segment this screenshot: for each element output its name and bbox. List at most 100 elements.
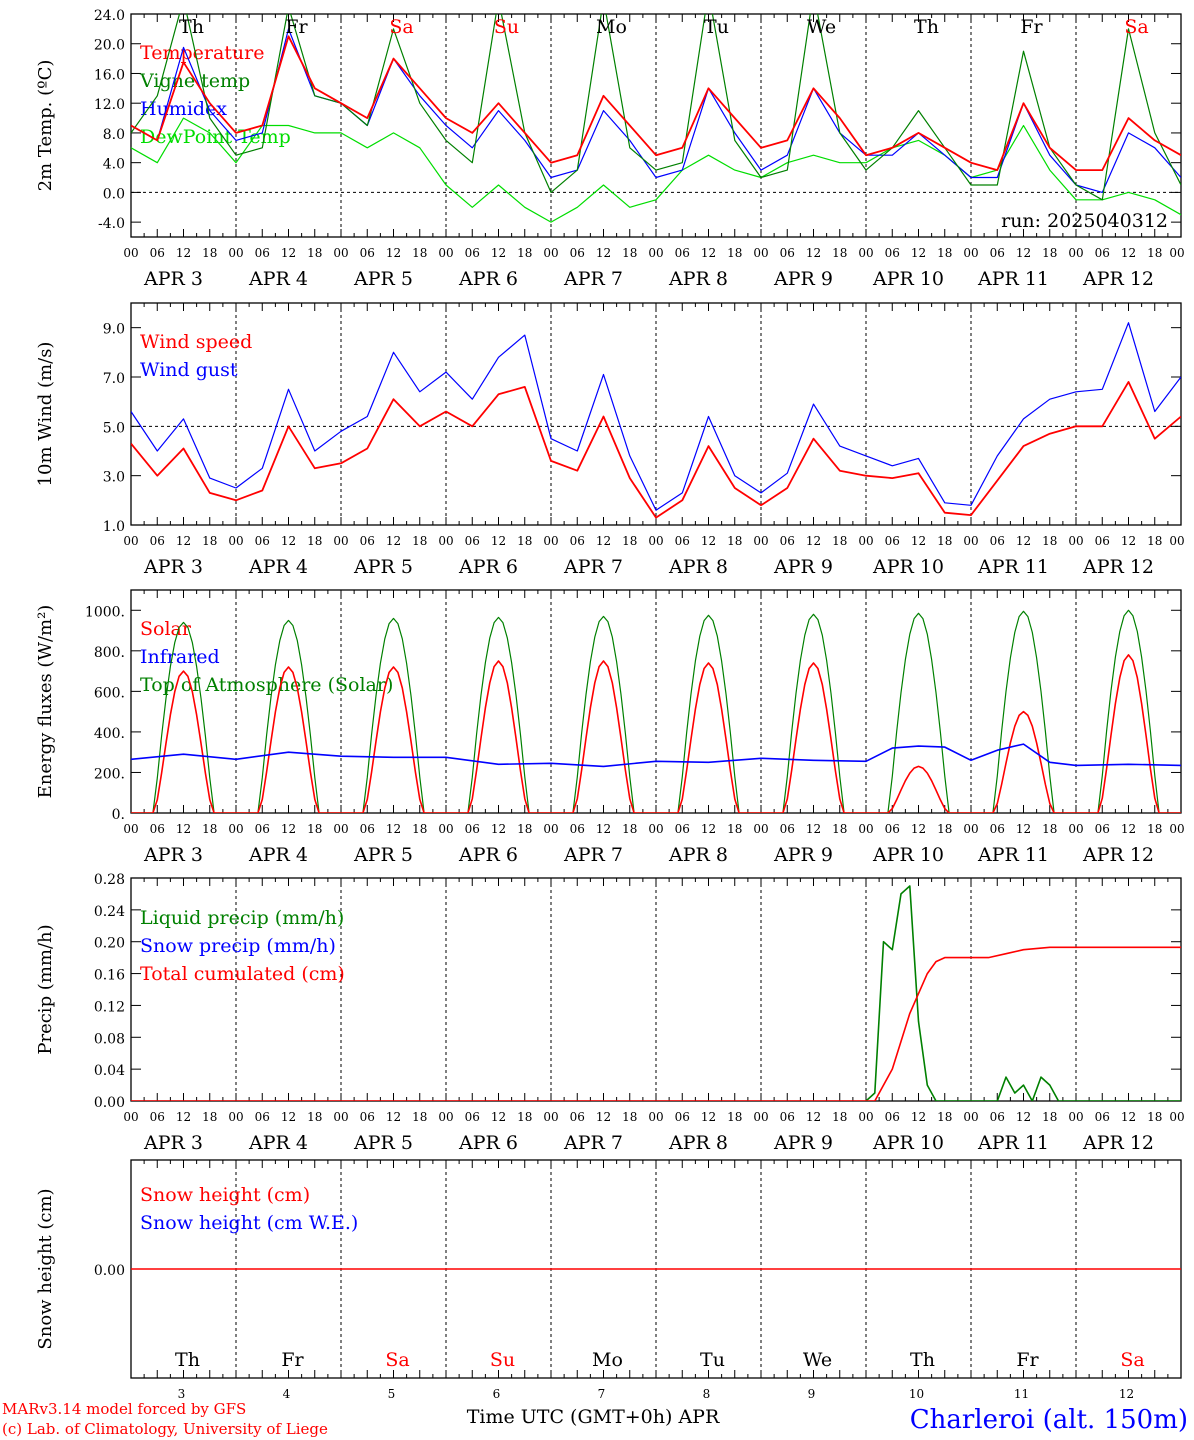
hour-label: 18: [937, 1110, 952, 1124]
hour-label: 18: [412, 822, 427, 836]
weekday-top: Mo: [596, 16, 627, 38]
hour-label: 12: [596, 246, 611, 260]
y-tick-label: 800.: [94, 645, 125, 661]
date-label: APR 3: [143, 1132, 203, 1154]
hour-label: 06: [780, 246, 795, 260]
hour-label: 12: [911, 822, 926, 836]
legend-entry: Total cumulated (cm): [140, 963, 345, 985]
hour-label: 18: [832, 246, 847, 260]
date-label: APR 10: [872, 1132, 944, 1154]
legend-entry: Snow precip (mm/h): [140, 935, 336, 957]
date-label: APR 7: [563, 268, 623, 290]
date-label: APR 6: [458, 268, 518, 290]
hour-label: 06: [990, 1110, 1005, 1124]
series-liquid-precip-mm-h-: [865, 885, 1181, 1101]
day-number: 4: [283, 1387, 291, 1401]
legend-entry: Snow height (cm W.E.): [140, 1212, 358, 1234]
y-axis-label: Snow height (cm): [35, 1188, 56, 1349]
hour-label: 12: [701, 534, 716, 548]
panel-5: 0.00 Snow height (cm) Snow height (cm) Snow…: [35, 1159, 1182, 1379]
hour-label: 06: [150, 246, 165, 260]
hour-label: 06: [885, 1110, 900, 1124]
date-label: APR 3: [143, 844, 203, 866]
hour-label: 18: [727, 1110, 742, 1124]
weekday-bottom: We: [803, 1349, 832, 1371]
hour-label: 06: [1095, 534, 1110, 548]
hour-label: 18: [1042, 534, 1057, 548]
hour-label: 00: [123, 822, 138, 836]
hour-label: 12: [596, 534, 611, 548]
date-label: APR 6: [458, 844, 518, 866]
hour-label: 06: [780, 534, 795, 548]
hour-label: 12: [1121, 1110, 1136, 1124]
hour-label: 18: [937, 246, 952, 260]
hour-label: 06: [1095, 1110, 1110, 1124]
y-tick-label: 5.0: [103, 420, 125, 436]
series-wind-speed: [131, 380, 1181, 519]
hour-label: 00: [753, 534, 768, 548]
hour-label: 06: [1095, 246, 1110, 260]
weekday-bottom: Th: [910, 1349, 935, 1371]
hour-label: 00: [858, 534, 873, 548]
hour-label: 12: [491, 822, 506, 836]
hour-label: 12: [176, 246, 191, 260]
y-tick-label: 3.0: [103, 470, 125, 486]
hour-label: 06: [570, 246, 585, 260]
series-group: [131, 322, 1181, 519]
series-temperature: [131, 35, 1181, 172]
hour-label: 18: [622, 822, 637, 836]
hour-label: 00: [963, 822, 978, 836]
y-tick-label: 0.: [112, 807, 125, 823]
hour-label: 18: [517, 1110, 532, 1124]
hour-label: 00: [228, 246, 243, 260]
legend-entry: Temperature: [140, 42, 264, 64]
hour-label: 00: [858, 1110, 873, 1124]
hour-label: 18: [202, 534, 217, 548]
legend-entry: Liquid precip (mm/h): [140, 907, 344, 929]
hour-label: 18: [202, 1110, 217, 1124]
hour-label: 06: [885, 534, 900, 548]
hour-label: 06: [360, 534, 375, 548]
hour-label: 00: [1169, 534, 1184, 548]
hour-label: 18: [832, 1110, 847, 1124]
y-tick-label: 4.0: [103, 157, 125, 173]
day-number: 12: [1119, 1387, 1134, 1401]
weekday-top: Fr: [1020, 16, 1043, 38]
hour-label: 18: [1147, 246, 1162, 260]
hour-label: 00: [858, 822, 873, 836]
y-tick-label: 600.: [94, 685, 125, 701]
hour-label: 18: [832, 822, 847, 836]
y-tick-label: -4.0: [98, 216, 125, 232]
y-tick-label: 0.08: [94, 1031, 125, 1047]
hour-label: 18: [517, 822, 532, 836]
date-label: APR 3: [143, 268, 203, 290]
hour-label: 00: [228, 822, 243, 836]
hour-label: 12: [911, 246, 926, 260]
hour-label: 00: [543, 246, 558, 260]
date-label: APR 11: [977, 1132, 1049, 1154]
hour-label: 06: [990, 534, 1005, 548]
day-number: 11: [1014, 1387, 1029, 1401]
hour-label: 00: [438, 822, 453, 836]
y-tick-label: 0.28: [94, 872, 125, 888]
y-tick-label: 0.00: [94, 1263, 125, 1279]
hour-label: 00: [648, 822, 663, 836]
series-infrared: [131, 743, 1181, 768]
hour-label: 12: [911, 1110, 926, 1124]
weekday-top: Sa: [1124, 16, 1148, 38]
hour-label: 06: [465, 1110, 480, 1124]
date-label: APR 9: [773, 1132, 833, 1154]
y-tick-label: 0.00: [94, 1095, 125, 1111]
y-tick-label: 400.: [94, 726, 125, 742]
series-wind-gust: [131, 322, 1181, 511]
date-label: APR 10: [872, 844, 944, 866]
day-number: 3: [178, 1387, 186, 1401]
hour-label: 06: [150, 1110, 165, 1124]
hour-label: 12: [1016, 534, 1031, 548]
hour-label: 00: [123, 1110, 138, 1124]
hour-label: 06: [465, 534, 480, 548]
date-label: APR 7: [563, 1132, 623, 1154]
date-label: APR 6: [458, 1132, 518, 1154]
hour-label: 18: [1042, 1110, 1057, 1124]
